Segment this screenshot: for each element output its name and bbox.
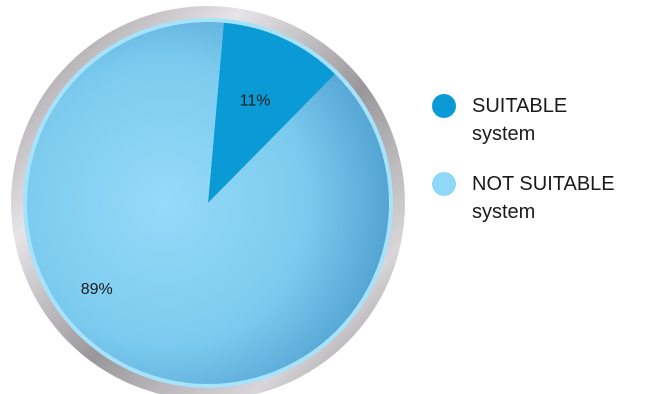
legend-label-suitable: SUITABLE system [472, 92, 567, 148]
slice-value-label: 11% [240, 92, 271, 109]
legend: SUITABLE system NOT SUITABLE system [432, 92, 615, 248]
legend-label-line: SUITABLE [472, 95, 568, 117]
legend-swatch-suitable [432, 94, 456, 118]
legend-label-not-suitable: NOT SUITABLE system [472, 170, 615, 226]
legend-swatch-not-suitable [432, 172, 456, 196]
slice-value-label: 89% [81, 281, 113, 298]
legend-label-line: system [472, 201, 536, 223]
legend-item-suitable: SUITABLE system [432, 92, 615, 148]
legend-label-line: NOT SUITABLE [472, 173, 615, 195]
legend-label-line: system [472, 123, 536, 145]
pie-slice-not-suitable [26, 22, 389, 385]
pie-slice-suitable [208, 22, 336, 204]
legend-item-not-suitable: NOT SUITABLE system [432, 170, 615, 226]
